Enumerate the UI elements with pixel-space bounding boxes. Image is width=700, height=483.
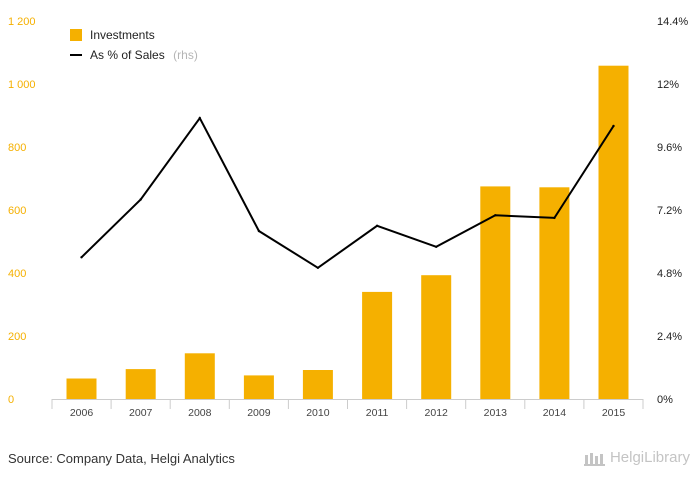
legend: Investments As % of Sales (rhs) [70, 28, 198, 63]
bar-2011 [362, 291, 393, 399]
y-left-tick-label: 600 [8, 205, 26, 217]
y-right-tick-label: 4.8% [657, 268, 682, 280]
y-right-tick-label: 0% [657, 394, 673, 406]
bar-2007 [125, 369, 156, 399]
bar-2014 [539, 187, 570, 399]
y-left-tick-label: 1 200 [8, 16, 36, 28]
y-right-tick-label: 14.4% [657, 16, 688, 28]
x-tick-label: 2007 [129, 407, 153, 419]
bar-2015 [598, 65, 629, 399]
y-right-tick-label: 9.6% [657, 142, 682, 154]
bar-2008 [184, 353, 215, 399]
source-note: Source: Company Data, Helgi Analytics [8, 451, 235, 466]
line-series-as-percent-of-sales [80, 116, 615, 270]
line-point-2014 [553, 216, 556, 220]
line-point-2009 [257, 229, 261, 233]
line-point-2007 [139, 198, 142, 201]
line-point-2015 [612, 124, 615, 128]
brand-logo: HelgiLibrary [583, 449, 690, 466]
x-tick-label: 2011 [366, 407, 389, 419]
line-point-2006 [80, 256, 83, 259]
library-building-icon [583, 452, 605, 466]
y-left-tick-label: 400 [8, 268, 26, 280]
line-point-2011 [375, 224, 379, 227]
left-y-axis: 0 200 400 600 800 1 000 1 200 [8, 16, 36, 406]
x-axis: 2006 2007 2008 2009 2010 2011 2012 2013 2014 2015 [51, 399, 644, 419]
x-tick-label: 2009 [247, 407, 271, 419]
bar-2013 [480, 186, 511, 399]
legend-rhs-note: (rhs) [173, 48, 198, 62]
legend-ratio-text: As % of Sales [90, 48, 165, 62]
bar-series-investments [66, 65, 629, 399]
y-right-tick-label: 2.4% [657, 331, 682, 343]
brand-name: HelgiLibrary [609, 449, 690, 466]
x-tick-label: 2006 [70, 407, 94, 419]
x-tick-label: 2015 [602, 407, 626, 419]
x-tick-label: 2012 [425, 407, 449, 419]
right-y-axis: 0% 2.4% 4.8% 7.2% 9.6% 12% 14.4% [657, 16, 688, 406]
bar-2010 [302, 370, 333, 399]
legend-swatch-investments [70, 29, 82, 41]
line-point-2013 [494, 214, 497, 217]
y-left-tick-label: 800 [8, 142, 26, 154]
y-left-tick-label: 200 [8, 331, 26, 343]
bar-2012 [421, 275, 452, 399]
bar-2009 [243, 375, 274, 399]
bar-2006 [66, 378, 97, 399]
chart: 2006 2007 2008 2009 2010 2011 2012 2013 2014 2015… [8, 16, 688, 419]
x-tick-label: 2008 [188, 407, 212, 419]
y-right-tick-label: 12% [657, 79, 679, 91]
x-tick-label: 2014 [543, 407, 567, 419]
x-tick-label: 2013 [484, 407, 508, 419]
line-point-2010 [316, 266, 320, 269]
line-point-2008 [198, 116, 201, 120]
y-right-tick-label: 7.2% [657, 205, 682, 217]
y-left-tick-label: 0 [8, 394, 14, 406]
y-left-tick-label: 1 000 [8, 79, 36, 91]
legend-label-investments: Investments [90, 28, 155, 42]
x-tick-label: 2010 [306, 407, 330, 419]
line-point-2012 [435, 245, 438, 248]
legend-label-ratio: As % of Sales (rhs) [90, 46, 198, 63]
